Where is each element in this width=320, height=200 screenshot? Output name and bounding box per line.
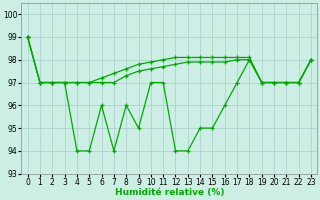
X-axis label: Humidité relative (%): Humidité relative (%) — [115, 188, 224, 197]
